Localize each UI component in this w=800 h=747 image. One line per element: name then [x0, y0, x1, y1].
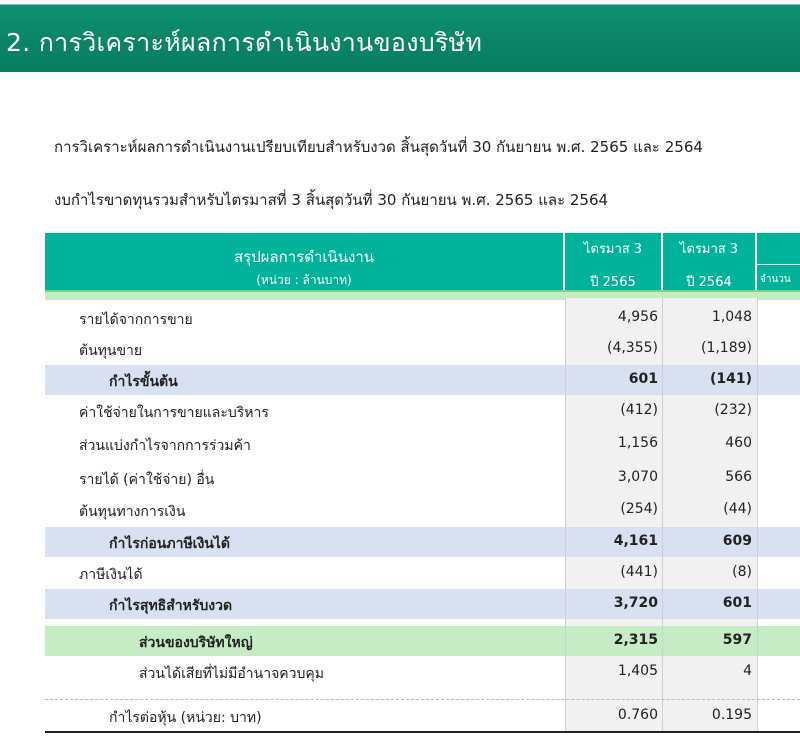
value-q3-2565: (412): [620, 402, 658, 418]
row-label: รายได้ (ค่าใช้จ่าย) อื่น: [79, 472, 215, 488]
value-q3-2564: (8): [732, 564, 752, 580]
table-row: รายได้ (ค่าใช้จ่าย) อื่น 3,070 566: [45, 463, 800, 493]
row-label: ค่าใช้จ่ายในการขายและบริหาร: [79, 405, 269, 421]
value-q3-2564: (141): [709, 371, 752, 387]
table-row: ต้นทุนขาย (4,355) (1,189): [45, 334, 800, 364]
row-label: ส่วนของบริษัทใหญ่: [139, 635, 253, 651]
header-divider: [757, 264, 800, 265]
section-banner: 2. การวิเคราะห์ผลการดำเนินงานของบริษัท: [0, 4, 800, 72]
value-q3-2565: 4,956: [617, 309, 658, 325]
row-label: ภาษีเงินได้: [79, 567, 143, 583]
value-q3-2565: (254): [620, 501, 658, 517]
value-q3-2564: 0.195: [711, 707, 752, 723]
value-q3-2564: 609: [722, 533, 752, 549]
table-row: กำไรต่อหุ้น (หน่วย: บาท) 0.760 0.195: [45, 701, 800, 731]
table-row: ส่วนของบริษัทใหญ่ 2,315 597: [45, 626, 800, 656]
table-row: ภาษีเงินได้ (441) (8): [45, 558, 800, 588]
row-label: ต้นทุนทางการเงิน: [79, 504, 186, 520]
table-row: ส่วนได้เสียที่ไม่มีอำนาจควบคุม 1,405 4: [45, 657, 800, 687]
dashed-divider: [45, 699, 800, 700]
value-q3-2565: 601: [628, 371, 658, 387]
value-q3-2565: (441): [620, 564, 658, 580]
value-q3-2565: 1,156: [617, 435, 658, 451]
table-row: รายได้จากการขาย 4,956 1,048: [45, 303, 800, 333]
table-row: กำไรสุทธิสำหรับงวด 3,720 601: [45, 589, 800, 619]
value-q3-2565: 1,405: [617, 663, 658, 679]
header-col-2564-year: ปี 2564: [686, 275, 732, 290]
value-q3-2565: 4,161: [613, 533, 658, 549]
row-label: กำไรต่อหุ้น (หน่วย: บาท): [109, 710, 262, 726]
value-q3-2564: 4: [743, 663, 752, 679]
header-col-2564: ไตรมาส 3 ปี 2564: [663, 233, 757, 290]
header-title: สรุปผลการดำเนินงาน: [233, 248, 375, 266]
income-statement-table: สรุปผลการดำเนินงาน (หน่วย : ล้านบาท) ไตร…: [45, 233, 800, 733]
header-col-2565: ไตรมาส 3 ปี 2565: [565, 233, 663, 290]
header-col-change: จำนวน: [757, 233, 800, 290]
row-label: ส่วนแบ่งกำไรจากการร่วมค้า: [79, 438, 251, 454]
value-q3-2564: 1,048: [711, 309, 752, 325]
value-q3-2564: 566: [725, 469, 752, 485]
header-strip: [45, 290, 800, 300]
value-q3-2565: 3,720: [613, 595, 658, 611]
row-label: ส่วนได้เสียที่ไม่มีอำนาจควบคุม: [139, 666, 324, 682]
value-q3-2564: (44): [723, 501, 752, 517]
value-q3-2564: 601: [722, 595, 752, 611]
value-q3-2564: 597: [722, 632, 752, 648]
column-divider: [565, 298, 566, 733]
value-q3-2565: 3,070: [617, 469, 658, 485]
value-q3-2564: 460: [725, 435, 752, 451]
header-col-2564-quarter: ไตรมาส 3: [679, 242, 739, 257]
row-label: รายได้จากการขาย: [79, 312, 193, 328]
column-divider: [662, 298, 663, 733]
row-label: กำไรก่อนภาษีเงินได้: [109, 536, 230, 552]
table-row: ค่าใช้จ่ายในการขายและบริหาร (412) (232): [45, 396, 800, 426]
table-row: กำไรขั้นต้น 601 (141): [45, 365, 800, 395]
value-q3-2564: (1,189): [700, 340, 752, 356]
table-bottom-rule: [45, 731, 800, 733]
value-q3-2565: (4,355): [606, 340, 658, 356]
header-unit: (หน่วย : ล้านบาท): [256, 273, 352, 287]
header-col-amount: จำนวน: [760, 274, 791, 285]
row-label: กำไรสุทธิสำหรับงวด: [109, 598, 233, 614]
value-q3-2565: 0.760: [617, 707, 658, 723]
row-label: กำไรขั้นต้น: [109, 374, 178, 390]
column-divider: [757, 298, 758, 733]
table-row: ต้นทุนทางการเงิน (254) (44): [45, 495, 800, 525]
section-title: 2. การวิเคราะห์ผลการดำเนินงานของบริษัท: [6, 28, 483, 57]
value-q3-2565: 2,315: [613, 632, 658, 648]
header-col-2565-year: ปี 2565: [590, 275, 636, 290]
table-row: กำไรก่อนภาษีเงินได้ 4,161 609: [45, 527, 800, 557]
row-label: ต้นทุนขาย: [79, 343, 143, 359]
value-q3-2564: (232): [714, 402, 752, 418]
header-col-2565-quarter: ไตรมาส 3: [583, 242, 643, 257]
table-header: สรุปผลการดำเนินงาน (หน่วย : ล้านบาท) ไตร…: [45, 233, 800, 290]
table-row: ส่วนแบ่งกำไรจากการร่วมค้า 1,156 460: [45, 429, 800, 459]
header-summary-cell: สรุปผลการดำเนินงาน (หน่วย : ล้านบาท): [45, 233, 565, 290]
intro-line-1: การวิเคราะห์ผลการดำเนินงานเปรียบเทียบสำห…: [54, 138, 703, 156]
intro-line-2: งบกำไรขาดทุนรวมสำหรับไตรมาสที่ 3 สิ้นสุด…: [54, 191, 609, 209]
